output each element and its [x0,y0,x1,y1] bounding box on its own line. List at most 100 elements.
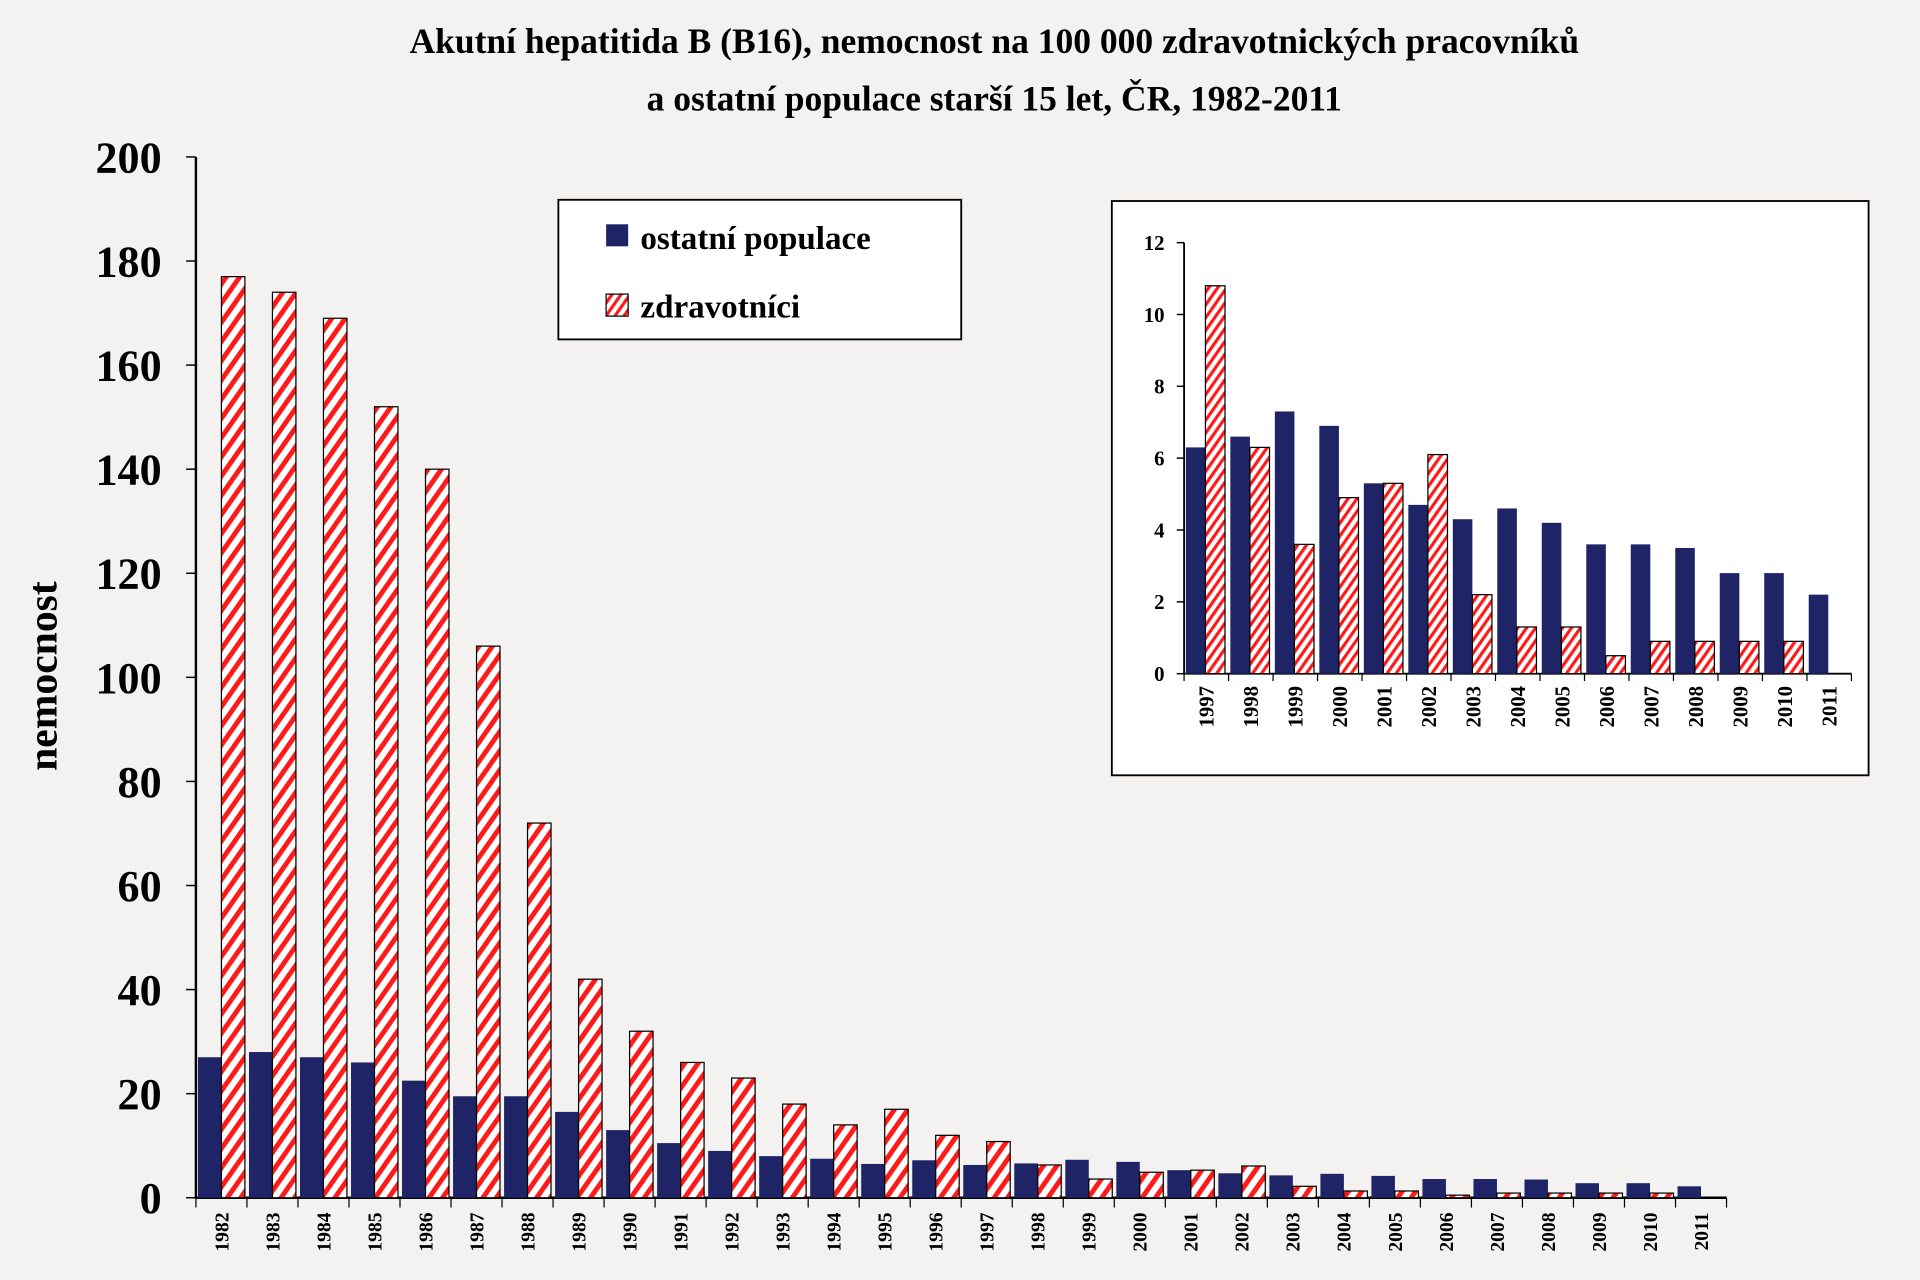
y-tick-label: 10 [1144,303,1165,327]
bar-zdravotnici [1343,1190,1368,1199]
x-tick-label: 2010 [1773,686,1797,728]
y-tick-label: 6 [1154,446,1164,470]
x-tick-label: 1989 [569,1212,590,1251]
bar-ostatni-populace [1764,573,1784,674]
bar-ostatni-populace [1319,425,1339,674]
x-tick-label: 1991 [671,1212,692,1251]
y-tick-label: 180 [96,237,162,286]
bar-zdravotnici [1598,1192,1624,1199]
bar-zdravotnici [1605,655,1627,675]
x-tick-label: 2005 [1551,686,1575,728]
bar-zdravotnici [782,1103,807,1199]
x-tick-label: 2009 [1728,686,1752,728]
x-tick-label: 1999 [1080,1212,1101,1251]
bar-zdravotnici [986,1140,1011,1199]
bar-ostatni-populace [402,1080,426,1198]
bar-ostatni-populace [351,1062,375,1198]
bar-ostatni-populace [1269,1175,1293,1198]
bar-zdravotnici [1445,1194,1471,1199]
bar-ostatni-populace [197,1057,222,1198]
bar-ostatni-populace [555,1111,579,1198]
bar-ostatni-populace [1677,1186,1702,1198]
x-tick-label: 1987 [467,1212,488,1251]
bar-zdravotnici [1783,640,1804,675]
bar-zdravotnici [475,645,501,1199]
y-tick-label: 140 [96,446,162,495]
x-tick-label: 2001 [1373,686,1397,728]
bar-zdravotnici [1394,1190,1419,1199]
x-tick-label: 1994 [825,1212,846,1251]
bar-ostatni-populace [1497,508,1517,674]
bar-zdravotnici [1249,446,1271,675]
x-tick-label: 1986 [416,1212,437,1251]
bar-zdravotnici [1496,1192,1522,1199]
bar-ostatni-populace [1408,504,1428,674]
bar-zdravotnici [1649,640,1671,675]
bar-ostatni-populace [759,1156,783,1198]
x-tick-label: 1982 [212,1212,233,1251]
x-tick-label: 1998 [1239,686,1263,728]
y-tick-label: 20 [118,1070,162,1119]
bar-zdravotnici [1547,1192,1573,1199]
bar-zdravotnici [884,1108,909,1199]
x-tick-label: 1998 [1029,1212,1050,1251]
bar-zdravotnici [1292,1185,1317,1199]
x-tick-label: 1995 [876,1212,897,1251]
bar-zdravotnici [577,978,603,1199]
y-tick-label: 40 [118,966,162,1015]
bar-zdravotnici [424,468,450,1199]
bar-zdravotnici [1204,285,1226,675]
bar-zdravotnici [679,1061,705,1199]
legend: ostatní populace zdravotníci [557,198,963,341]
bar-zdravotnici [731,1077,756,1199]
bar-zdravotnici [322,317,348,1199]
x-tick-label: 1988 [518,1212,539,1251]
y-axis-label: nemocnost [20,581,66,771]
x-tick-label: 1985 [365,1212,386,1251]
bar-zdravotnici [628,1030,654,1199]
bar-ostatni-populace [1065,1159,1089,1198]
legend-label-zdravotnici: zdravotníci [640,289,800,325]
x-tick-label: 1984 [314,1212,335,1251]
bar-ostatni-populace [1371,1175,1395,1198]
bar-ostatni-populace [1808,594,1829,674]
bar-ostatni-populace [1230,436,1250,674]
x-tick-label: 1992 [722,1212,743,1251]
bar-ostatni-populace [1014,1163,1038,1198]
y-tick-label: 120 [96,550,162,599]
x-tick-label: 1996 [927,1212,948,1251]
bar-ostatni-populace [1422,1179,1446,1198]
bar-ostatni-populace [1473,1179,1497,1198]
bar-ostatni-populace [708,1150,732,1198]
x-tick-label: 1999 [1284,686,1308,728]
x-tick-label: 2008 [1684,686,1708,728]
bar-ostatni-populace [1675,547,1695,674]
x-tick-label: 2007 [1488,1212,1509,1251]
bar-ostatni-populace [1363,483,1384,674]
bar-ostatni-populace [453,1096,477,1198]
bar-ostatni-populace [1719,573,1740,674]
y-tick-label: 8 [1154,375,1164,399]
bar-zdravotnici [1427,453,1449,675]
x-tick-label: 2004 [1506,685,1530,727]
x-tick-label: 1997 [978,1212,999,1251]
bar-zdravotnici [526,822,552,1199]
x-tick-label: 2007 [1640,686,1664,728]
x-tick-label: 2002 [1233,1212,1254,1251]
bar-zdravotnici [1738,640,1760,675]
legend-label-ostatni: ostatní populace [640,221,870,257]
bar-zdravotnici [271,291,297,1199]
bar-zdravotnici [1241,1165,1266,1199]
bar-ostatni-populace [657,1143,681,1198]
bar-ostatni-populace [861,1163,885,1198]
bar-zdravotnici [1088,1178,1113,1199]
bar-ostatni-populace [963,1164,987,1198]
y-tick-label: 0 [140,1174,162,1223]
bar-ostatni-populace [1586,544,1606,674]
x-tick-label: 2005 [1386,1212,1407,1251]
bar-zdravotnici [935,1134,960,1199]
legend-swatch-ostatni [606,224,629,247]
x-tick-label: 2003 [1284,1212,1305,1251]
